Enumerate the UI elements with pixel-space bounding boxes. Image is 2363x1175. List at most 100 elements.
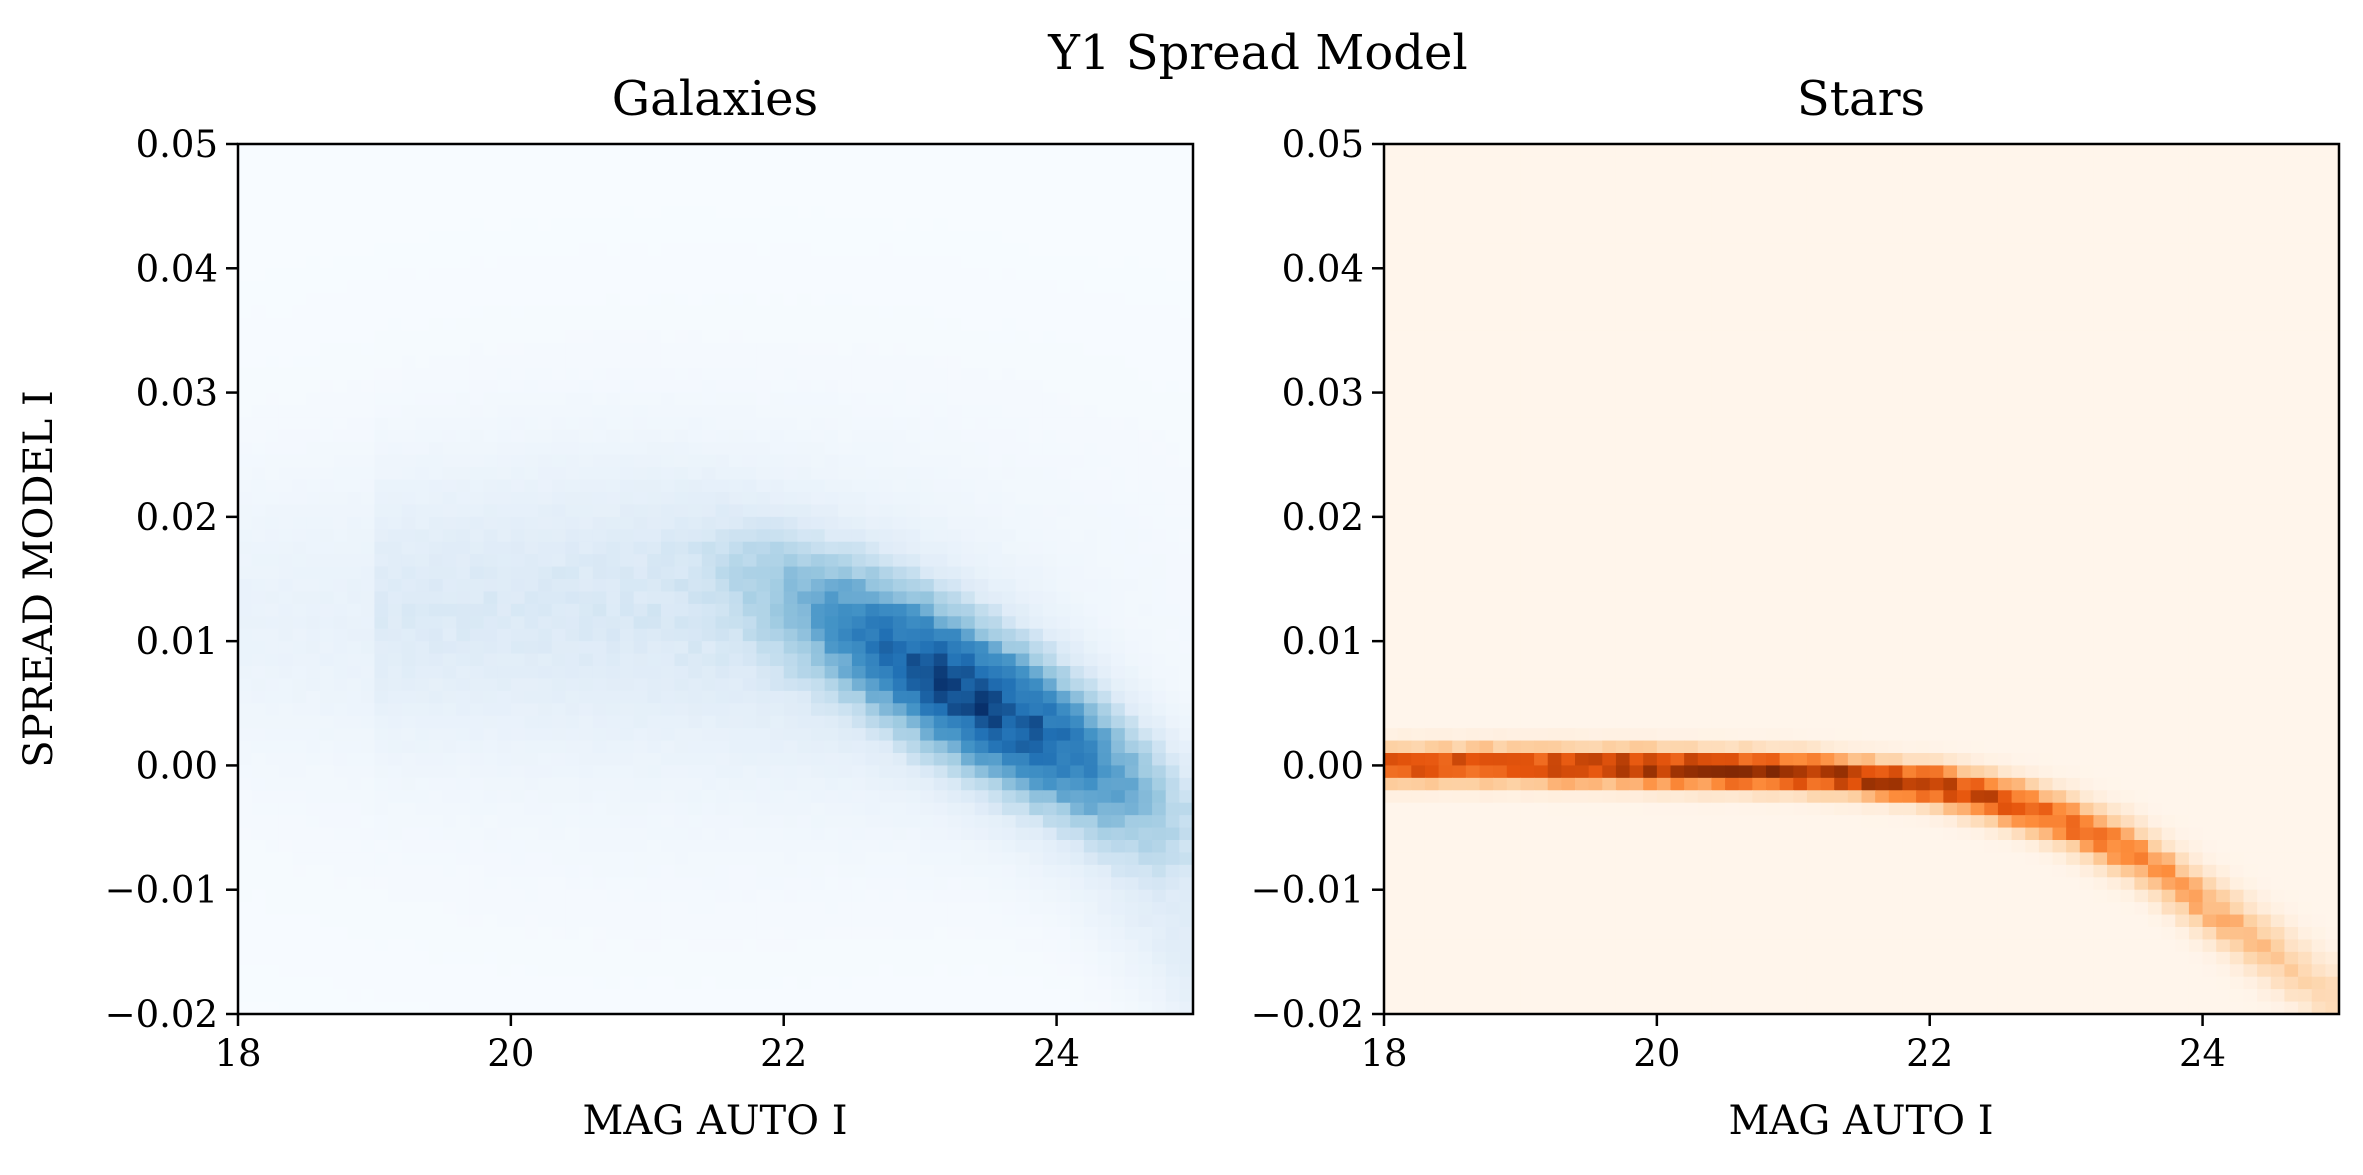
heatmap-cell (1056, 765, 1071, 779)
heatmap-cell (1002, 144, 1017, 158)
heatmap-cell (374, 902, 389, 916)
heatmap-cell (579, 840, 594, 854)
heatmap-cell (238, 802, 253, 816)
heatmap-cell (251, 417, 266, 431)
heatmap-cell (797, 989, 812, 1003)
heatmap-cell (660, 554, 676, 568)
heatmap-cell (579, 492, 594, 506)
heatmap-cell (551, 840, 567, 854)
heatmap-cell (892, 964, 908, 978)
heatmap-cell (1138, 840, 1153, 854)
heatmap-cell (347, 206, 362, 220)
heatmap-cell (688, 976, 703, 990)
heatmap-cell (442, 156, 457, 170)
heatmap-cell (974, 243, 989, 257)
heatmap-cell (674, 206, 689, 220)
heatmap-cell (1124, 964, 1140, 978)
heatmap-cell (797, 927, 812, 941)
heatmap-cell (538, 206, 553, 220)
heatmap-cell (660, 504, 676, 518)
heatmap-cell (620, 616, 635, 630)
heatmap-cell (360, 591, 376, 605)
heatmap-cell (1083, 367, 1099, 381)
heatmap-cell (1070, 218, 1085, 232)
heatmap-cell (701, 566, 717, 580)
heatmap-cell (647, 318, 662, 332)
heatmap-cell (947, 753, 962, 767)
heatmap-cell (933, 380, 949, 394)
heatmap-cell (388, 268, 403, 282)
heatmap-cell (797, 144, 812, 158)
heatmap-cell (824, 541, 839, 555)
heatmap-cell (292, 305, 307, 319)
heatmap-cell (592, 566, 607, 580)
heatmap-cell (674, 355, 689, 369)
heatmap-cell (360, 554, 376, 568)
heatmap-cell (1015, 504, 1030, 518)
heatmap-cell (401, 554, 416, 568)
heatmap-cell (292, 268, 307, 282)
heatmap-cell (497, 392, 512, 406)
heatmap-cell (920, 367, 935, 381)
heatmap-cell (674, 516, 689, 530)
heatmap-cell (306, 690, 321, 704)
heatmap-cell (988, 740, 1003, 754)
heatmap-cell (319, 442, 335, 456)
heatmap-cell (524, 641, 539, 655)
heatmap-cell (579, 255, 594, 269)
heatmap-cell (974, 231, 989, 245)
heatmap-cell (374, 753, 389, 767)
heatmap-cell (429, 740, 444, 754)
heatmap-cell (429, 777, 444, 791)
heatmap-cell (920, 168, 935, 182)
heatmap-cell (1029, 914, 1044, 928)
heatmap-cell (756, 529, 771, 543)
heatmap-cell (1029, 305, 1044, 319)
heatmap-cell (756, 218, 771, 232)
heatmap-cell (319, 728, 335, 742)
heatmap-cell (701, 715, 717, 729)
heatmap-cell (688, 243, 703, 257)
heatmap-cell (538, 964, 553, 978)
heatmap-cell (388, 927, 403, 941)
heatmap-cell (524, 964, 539, 978)
heatmap-cell (1029, 976, 1044, 990)
heatmap-cell (360, 243, 376, 257)
heatmap-cell (920, 666, 935, 680)
heatmap-cell (620, 330, 635, 344)
heatmap-cell (892, 156, 908, 170)
heatmap-cell (797, 877, 812, 891)
heatmap-cell (551, 206, 567, 220)
heatmap-cell (933, 318, 949, 332)
heatmap-cell (947, 305, 962, 319)
heatmap-cell (1097, 678, 1112, 692)
heatmap-cell (620, 492, 635, 506)
heatmap-cell (1015, 231, 1030, 245)
heatmap-cell (1124, 529, 1140, 543)
heatmap-cell (415, 243, 430, 257)
heatmap-cell (892, 840, 908, 854)
heatmap-cell (947, 902, 962, 916)
heatmap-cell (1111, 1001, 1126, 1015)
heatmap-cell (920, 864, 935, 878)
heatmap-cell (756, 603, 771, 617)
heatmap-cell (701, 703, 717, 717)
heatmap-cell (797, 790, 812, 804)
heatmap-cell (729, 268, 744, 282)
heatmap-cell (278, 852, 294, 866)
heatmap-cell (1124, 703, 1140, 717)
heatmap-cell (551, 255, 567, 269)
heatmap-cell (1152, 653, 1167, 667)
heatmap-cell (388, 206, 403, 220)
heatmap-cell (729, 492, 744, 506)
heatmap-cell (579, 827, 594, 841)
heatmap-cell (469, 715, 485, 729)
heatmap-cell (469, 193, 485, 207)
heatmap-cell (456, 504, 471, 518)
heatmap-cell (456, 280, 471, 294)
heatmap-cell (838, 181, 853, 195)
heatmap-cell (865, 367, 880, 381)
heatmap-cell (1070, 193, 1085, 207)
heatmap-cell (347, 405, 362, 419)
heatmap-cell (906, 566, 921, 580)
